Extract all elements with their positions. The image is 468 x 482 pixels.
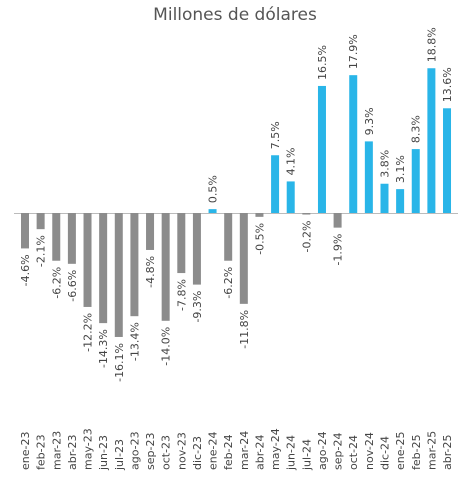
bar [177, 213, 186, 274]
value-label: -14.0% [160, 327, 173, 366]
value-label: 3.1% [394, 155, 407, 183]
x-tick-label: jun-24 [285, 435, 298, 471]
x-tick-label: ene-24 [207, 432, 220, 470]
bar [427, 68, 436, 214]
x-tick-label: feb-24 [222, 434, 235, 470]
value-label: 3.8% [378, 150, 391, 178]
value-label: -13.4% [128, 322, 141, 361]
value-label: -6.2% [50, 267, 63, 299]
bar [146, 213, 155, 250]
value-label: -11.8% [238, 310, 251, 349]
x-tick-label: feb-25 [410, 434, 423, 470]
value-label: 17.9% [347, 34, 360, 69]
bar [192, 213, 201, 285]
bar [36, 213, 45, 230]
x-tick-label: mar-23 [50, 431, 63, 470]
value-label: -0.5% [253, 223, 266, 255]
x-tick-label: dic-24 [378, 436, 391, 470]
value-label: -1.9% [332, 234, 345, 266]
bar [161, 213, 170, 321]
chart-title: Millones de dólares [153, 5, 317, 25]
value-label: -9.3% [191, 291, 204, 323]
value-label: 0.5% [207, 175, 220, 203]
x-tick-label: sep-23 [144, 433, 157, 470]
value-label: 4.1% [285, 147, 298, 175]
bar [302, 213, 311, 215]
x-tick-label: sep-24 [332, 433, 345, 470]
bar [83, 213, 92, 307]
bar [239, 213, 248, 304]
value-label: 13.6% [441, 67, 454, 102]
x-tick-label: abr-25 [441, 434, 454, 470]
bar [286, 181, 295, 213]
value-label: -4.6% [19, 254, 32, 286]
x-tick-label: abr-23 [66, 434, 79, 470]
value-label: -0.2% [300, 221, 313, 253]
bar [349, 75, 358, 213]
value-label: -6.2% [222, 267, 235, 299]
value-label: -12.2% [82, 313, 95, 352]
x-tick-label: jul-24 [300, 439, 313, 471]
x-tick-label: abr-24 [253, 434, 266, 470]
x-tick-label: ene-23 [19, 432, 32, 470]
bar [271, 155, 280, 213]
bar [99, 213, 108, 324]
value-label: -14.3% [97, 329, 110, 368]
bar [396, 189, 405, 213]
x-tick-label: oct-24 [347, 435, 360, 470]
bar [114, 213, 123, 337]
x-tick-label: dic-23 [191, 436, 204, 470]
bar [443, 108, 452, 213]
x-tick-label: oct-23 [160, 435, 173, 470]
value-label: 7.5% [269, 121, 282, 149]
x-tick-label: ago-24 [316, 431, 329, 470]
bar [208, 209, 217, 213]
bar [255, 213, 264, 217]
bar [333, 213, 342, 228]
value-label: 16.5% [316, 45, 329, 80]
x-tick-label: may-24 [269, 428, 282, 470]
x-tick-label: nov-23 [175, 432, 188, 470]
bar [317, 85, 326, 213]
value-label: -6.6% [66, 270, 79, 302]
value-label: 9.3% [363, 107, 376, 135]
x-tick-label: ene-25 [394, 432, 407, 470]
bar [130, 213, 139, 317]
x-tick-label: may-23 [82, 428, 95, 470]
x-tick-label: jul-23 [113, 439, 126, 471]
value-label: -2.1% [35, 235, 48, 267]
bar [380, 183, 389, 213]
x-tick-label: jun-23 [97, 435, 110, 471]
x-tick-label: mar-25 [425, 431, 438, 470]
x-tick-label: nov-24 [363, 432, 376, 470]
value-label: -4.8% [144, 256, 157, 288]
bar [67, 213, 76, 264]
x-tick-label: ago-23 [128, 431, 141, 470]
x-tick-label: feb-23 [35, 434, 48, 470]
value-label: -16.1% [113, 343, 126, 382]
bar [364, 141, 373, 213]
value-label: 8.3% [410, 115, 423, 143]
x-tick-label: mar-24 [238, 431, 251, 470]
bar [21, 213, 29, 249]
bar [411, 149, 420, 213]
bar [52, 213, 61, 261]
value-label: -7.8% [175, 279, 188, 311]
value-label: 18.8% [425, 27, 438, 62]
bar [224, 213, 233, 261]
